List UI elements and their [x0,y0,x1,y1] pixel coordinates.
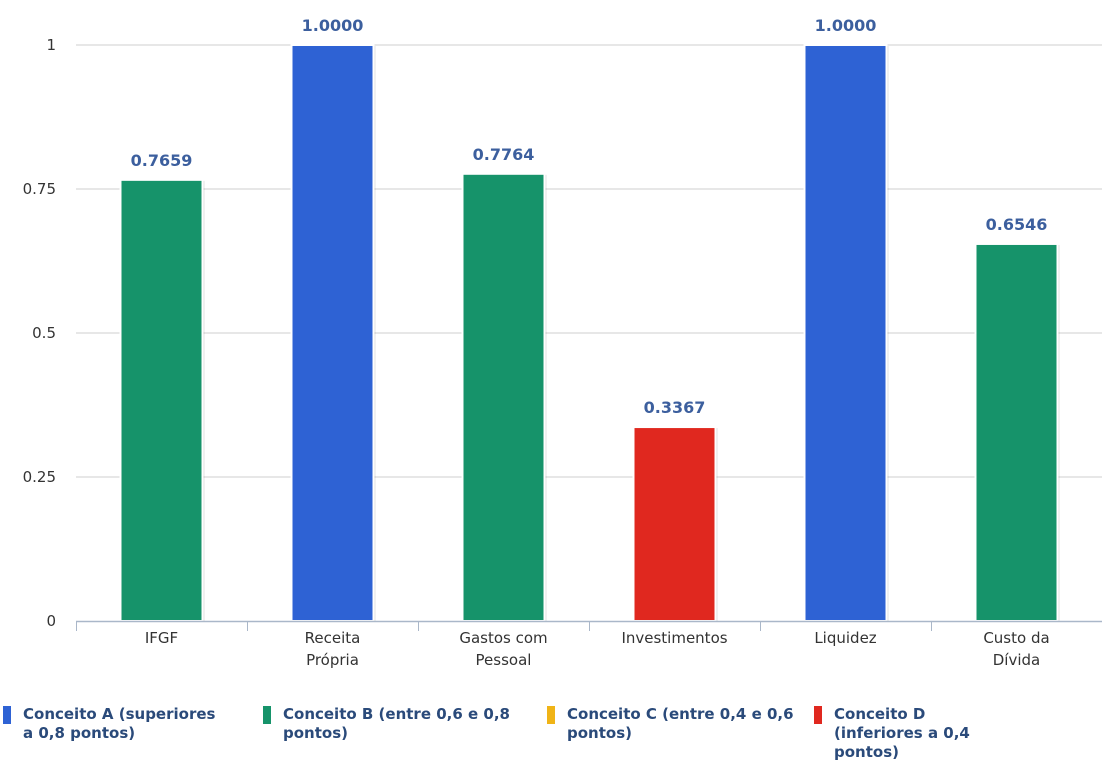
y-axis: 0 0.25 0.5 0.75 1 [23,36,56,630]
y-tick-label: 0.25 [23,468,56,486]
x-axis: IFGF Receita Própria Gastos com Pessoal Inves… [76,620,1102,669]
y-tick-label: 0.75 [23,180,56,198]
legend-label: Conceito B (entre 0,6 e 0,8 pontos) [283,705,510,742]
data-label: 0.3367 [644,398,706,417]
bar[interactable] [119,178,204,622]
legend-item-conceito-d[interactable]: Conceito D (inferiores a 0,4 pontos) [814,705,1014,762]
bar[interactable] [290,44,375,622]
legend-item-conceito-b[interactable]: Conceito B (entre 0,6 e 0,8 pontos) [263,705,513,743]
legend-swatch [3,706,11,724]
legend-swatch [814,706,822,724]
x-tick-label: Gastos com Pessoal [459,629,547,669]
y-tick-label: 0.5 [32,324,56,342]
data-label: 0.7659 [131,151,193,170]
data-label: 0.7764 [473,145,535,164]
legend-swatch [263,706,271,724]
bar[interactable] [974,242,1059,622]
data-label: 1.0000 [302,16,364,35]
bar[interactable] [803,44,888,622]
legend-item-conceito-c[interactable]: Conceito C (entre 0,4 e 0,6 pontos) [547,705,802,743]
y-tick-label: 1 [46,36,56,54]
x-tick-label: Custo da Dívida [983,629,1049,669]
bar-chart: 0 0.25 0.5 0.75 1 0.7659 1.0000 0.7764 0.3367 1.… [23,16,1102,669]
legend: Conceito A (superiores a 0,8 pontos) Con… [0,705,1102,770]
legend-label: Conceito A (superiores a 0,8 pontos) [23,705,216,742]
bars [119,44,1060,623]
legend-label: Conceito D (inferiores a 0,4 pontos) [834,705,970,761]
x-tick-label: Receita Própria [305,629,361,669]
data-label: 0.6546 [986,215,1048,234]
legend-label: Conceito C (entre 0,4 e 0,6 pontos) [567,705,794,742]
y-tick-label: 0 [46,612,56,630]
x-tick-label: IFGF [145,629,178,647]
data-labels: 0.7659 1.0000 0.7764 0.3367 1.0000 0.6546 [131,16,1048,417]
legend-item-conceito-a[interactable]: Conceito A (superiores a 0,8 pontos) [3,705,223,743]
data-label: 1.0000 [815,16,877,35]
bar[interactable] [461,172,546,622]
x-tick-label: Liquidez [814,629,876,647]
x-tick-label: Investimentos [621,629,727,647]
gridlines [76,44,1102,478]
legend-swatch [547,706,555,724]
bar[interactable] [632,426,717,622]
